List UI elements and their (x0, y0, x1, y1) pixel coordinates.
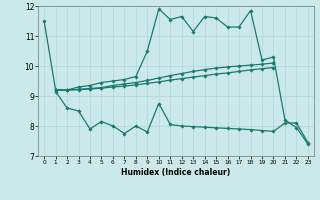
X-axis label: Humidex (Indice chaleur): Humidex (Indice chaleur) (121, 168, 231, 177)
